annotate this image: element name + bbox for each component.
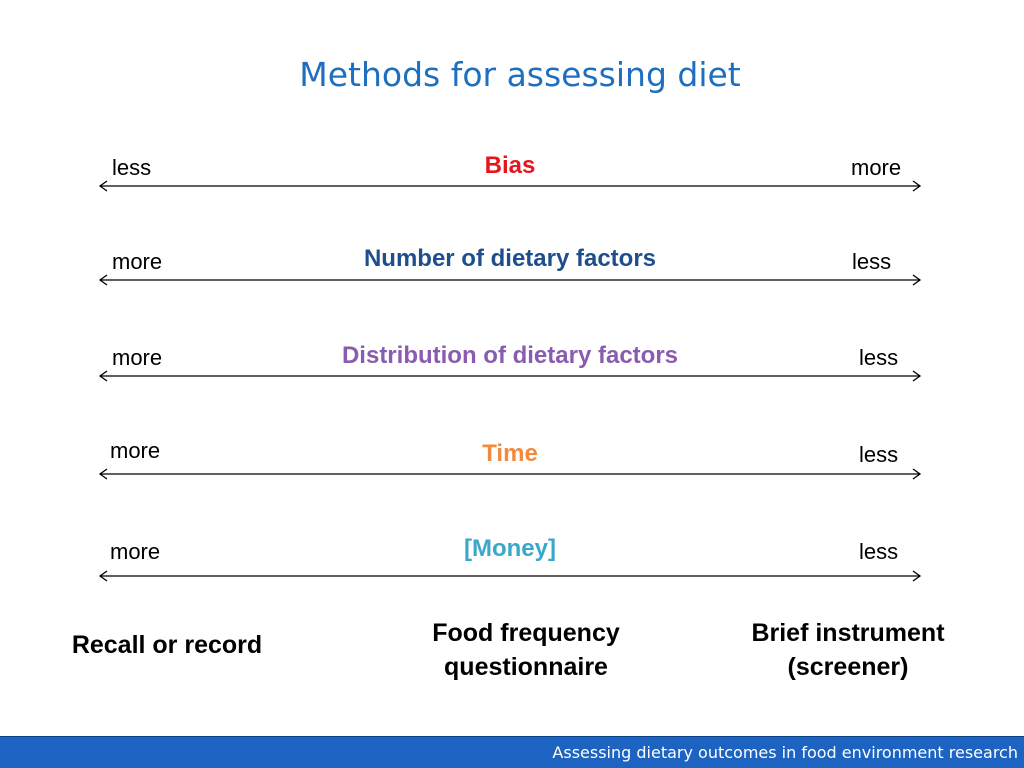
continuum-row-time: more Time less xyxy=(0,436,1024,496)
row-left-label: more xyxy=(110,438,161,463)
row-left-label: more xyxy=(112,249,163,274)
double-arrow-icon xyxy=(98,370,922,382)
double-arrow-icon xyxy=(98,468,922,480)
row-dimension-label: Bias xyxy=(484,152,536,179)
method-food-frequency-questionnaire: Food frequency questionnaire xyxy=(376,616,676,684)
double-arrow-icon xyxy=(98,274,922,286)
row-dimension-label: Distribution of dietary factors xyxy=(341,342,679,369)
continuum-row-number: more Number of dietary factors less xyxy=(0,244,1024,304)
row-dimension-label: Number of dietary factors xyxy=(363,245,657,272)
method-label-line: (screener) xyxy=(787,653,909,681)
row-dimension-label: Time xyxy=(482,440,538,467)
double-arrow-icon xyxy=(98,570,922,582)
slide-title: Methods for assessing diet xyxy=(299,55,741,94)
method-label-line: questionnaire xyxy=(444,653,608,681)
row-right-label: less xyxy=(859,539,899,564)
footer-text: Assessing dietary outcomes in food envir… xyxy=(552,743,1018,762)
double-arrow-icon xyxy=(98,180,922,192)
row-left-label: more xyxy=(110,539,161,564)
method-brief-instrument: Brief instrument (screener) xyxy=(706,616,990,684)
row-left-label: less xyxy=(112,155,152,180)
row-right-label: less xyxy=(852,249,892,274)
method-label-line: Food frequency xyxy=(432,619,620,647)
method-label-line: Brief instrument xyxy=(751,619,945,647)
row-left-label: more xyxy=(112,345,163,370)
continuum-row-money: more [Money] less xyxy=(0,534,1024,594)
footer-bar: Assessing dietary outcomes in food envir… xyxy=(0,736,1024,768)
row-right-label: less xyxy=(859,442,899,467)
row-dimension-label: [Money] xyxy=(464,535,556,562)
method-recall-or-record: Recall or record xyxy=(40,628,294,662)
method-label: Recall or record xyxy=(71,631,263,659)
continuum-row-bias: less Bias more xyxy=(0,150,1024,210)
row-right-label: more xyxy=(851,155,902,180)
row-right-label: less xyxy=(859,345,899,370)
continuum-row-distribution: more Distribution of dietary factors les… xyxy=(0,341,1024,401)
